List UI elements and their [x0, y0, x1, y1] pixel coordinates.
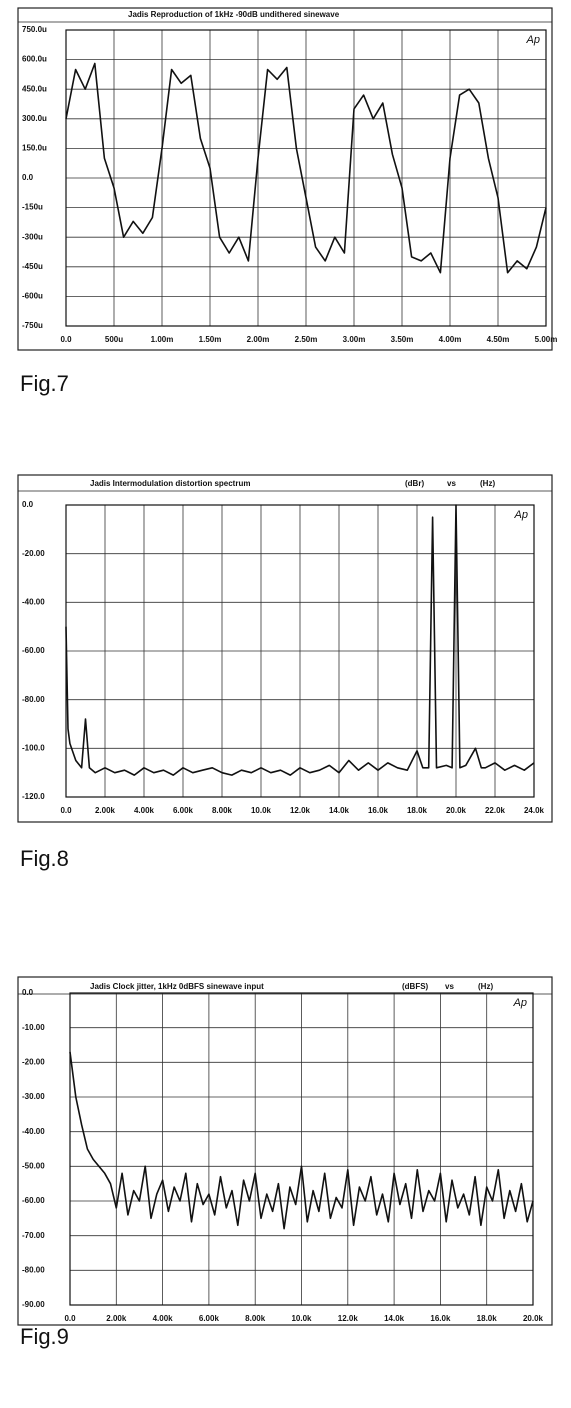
y-tick-label: -300u: [22, 232, 43, 241]
x-tick-label: 12.0k: [290, 806, 311, 815]
chart-title: Jadis Reproduction of 1kHz -90dB undithe…: [128, 10, 340, 19]
x-tick-label: 0.0: [60, 806, 72, 815]
x-tick-label: 6.00k: [199, 1314, 220, 1323]
x-tick-label: 8.00k: [245, 1314, 266, 1323]
y-tick-label: 300.0u: [22, 114, 47, 123]
x-tick-label: 4.50m: [487, 335, 510, 344]
x-tick-label: 18.0k: [477, 1314, 498, 1323]
y-tick-label: -120.0: [22, 792, 45, 801]
unit-label: vs: [445, 982, 454, 991]
x-tick-label: 0.0: [60, 335, 72, 344]
figure-caption: Fig.8: [20, 846, 69, 871]
x-tick-label: 24.0k: [524, 806, 545, 815]
x-tick-label: 4.00k: [134, 806, 155, 815]
y-tick-label: -10.00: [22, 1023, 45, 1032]
x-tick-label: 4.00k: [153, 1314, 174, 1323]
unit-label: (Hz): [478, 982, 493, 991]
figure-caption: Fig.9: [20, 1324, 69, 1349]
plot-area: [69, 992, 534, 1306]
y-tick-label: -30.00: [22, 1092, 45, 1101]
x-tick-label: 6.00k: [173, 806, 194, 815]
x-tick-label: 16.0k: [430, 1314, 451, 1323]
figure-caption: Fig.7: [20, 371, 69, 396]
x-tick-label: 0.0: [64, 1314, 76, 1323]
y-tick-label: 450.0u: [22, 84, 47, 93]
y-tick-label: -100.0: [22, 743, 45, 752]
x-tick-label: 16.0k: [368, 806, 389, 815]
data-line: [65, 504, 535, 776]
chart-frame: [17, 7, 553, 351]
y-tick-label: 600.0u: [22, 55, 47, 64]
annotation: Ap: [514, 509, 528, 521]
y-tick-label: 0.0: [22, 173, 34, 182]
x-tick-label: 2.00k: [106, 1314, 127, 1323]
x-tick-label: 1.50m: [199, 335, 222, 344]
annotation: Ap: [513, 997, 527, 1009]
y-tick-label: -450u: [22, 262, 43, 271]
y-tick-label: -50.00: [22, 1161, 45, 1170]
data-line: [65, 62, 547, 274]
x-tick-label: 2.00m: [247, 335, 270, 344]
y-tick-label: 750.0u: [22, 25, 47, 34]
y-tick-label: -70.00: [22, 1231, 45, 1240]
y-tick-label: -20.00: [22, 549, 45, 558]
y-tick-label: -60.00: [22, 1196, 45, 1205]
x-tick-label: 22.0k: [485, 806, 506, 815]
chart-title: Jadis Intermodulation distortion spectru…: [90, 479, 250, 488]
x-tick-label: 2.00k: [95, 806, 116, 815]
annotation: Ap: [526, 34, 540, 46]
chart-frame: [17, 474, 553, 823]
unit-label: (dBFS): [402, 982, 429, 991]
y-tick-label: -80.00: [22, 1265, 45, 1274]
chart-frame: [17, 976, 553, 1326]
x-tick-label: 10.0k: [291, 1314, 312, 1323]
x-tick-label: 8.00k: [212, 806, 233, 815]
x-tick-label: 20.0k: [523, 1314, 544, 1323]
x-tick-label: 2.50m: [295, 335, 318, 344]
x-tick-label: 18.0k: [407, 806, 428, 815]
y-tick-label: 150.0u: [22, 144, 47, 153]
y-tick-label: -20.00: [22, 1057, 45, 1066]
x-tick-label: 4.00m: [439, 335, 462, 344]
y-tick-label: -40.00: [22, 597, 45, 606]
x-tick-label: 12.0k: [338, 1314, 359, 1323]
x-tick-label: 1.00m: [151, 335, 174, 344]
y-tick-label: -40.00: [22, 1127, 45, 1136]
unit-label: (Hz): [480, 479, 495, 488]
unit-label: vs: [447, 479, 456, 488]
y-tick-label: -600u: [22, 292, 43, 301]
x-tick-label: 500u: [105, 335, 123, 344]
unit-label: (dBr): [405, 479, 424, 488]
chart-title: Jadis Clock jitter, 1kHz 0dBFS sinewave …: [90, 982, 264, 991]
y-tick-label: -150u: [22, 203, 43, 212]
x-tick-label: 20.0k: [446, 806, 467, 815]
x-tick-label: 3.00m: [343, 335, 366, 344]
y-tick-label: 0.0: [22, 988, 34, 997]
y-tick-label: -750u: [22, 321, 43, 330]
y-tick-label: 0.0: [22, 500, 34, 509]
y-tick-label: -90.00: [22, 1300, 45, 1309]
y-tick-label: -80.00: [22, 695, 45, 704]
x-tick-label: 3.50m: [391, 335, 414, 344]
x-tick-label: 10.0k: [251, 806, 272, 815]
data-line: [69, 1051, 534, 1230]
y-tick-label: -60.00: [22, 646, 45, 655]
x-tick-label: 5.00m: [535, 335, 558, 344]
x-tick-label: 14.0k: [384, 1314, 405, 1323]
plot-area: [65, 29, 547, 327]
x-tick-label: 14.0k: [329, 806, 350, 815]
